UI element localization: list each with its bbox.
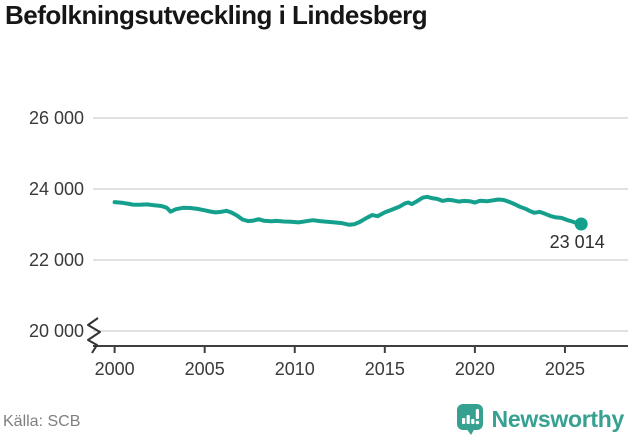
- x-tick-label: 2025: [545, 359, 585, 379]
- last-point-marker: [574, 217, 588, 231]
- branding: Newsworthy: [456, 403, 624, 435]
- gridlines: [93, 117, 628, 332]
- page-title: Befolkningsutveckling i Lindesberg: [5, 0, 428, 30]
- last-value-label: 23 014: [550, 232, 605, 252]
- x-axis-tick-labels: 2000 2005 2010 2015 2020 2025: [95, 359, 585, 379]
- y-axis-break-icon: [87, 317, 101, 354]
- y-tick-label: 20 000: [29, 321, 84, 341]
- x-tick-label: 2000: [95, 359, 135, 379]
- branding-name: Newsworthy: [491, 405, 625, 432]
- y-axis-tick-labels: 20 000 22 000 24 000 26 000: [29, 108, 84, 341]
- y-tick-label: 24 000: [29, 179, 84, 199]
- x-tick-label: 2010: [275, 359, 315, 379]
- y-tick-label: 26 000: [29, 108, 84, 128]
- x-tick-label: 2020: [455, 359, 495, 379]
- x-tick-label: 2005: [185, 359, 225, 379]
- source-note: Källa: SCB: [3, 413, 81, 430]
- bar-chart-speech-bubble-icon: [456, 404, 483, 435]
- x-axis-ticks: [113, 346, 566, 353]
- population-line-series: [112, 194, 584, 227]
- y-tick-label: 22 000: [29, 250, 84, 270]
- x-tick-label: 2015: [365, 359, 405, 379]
